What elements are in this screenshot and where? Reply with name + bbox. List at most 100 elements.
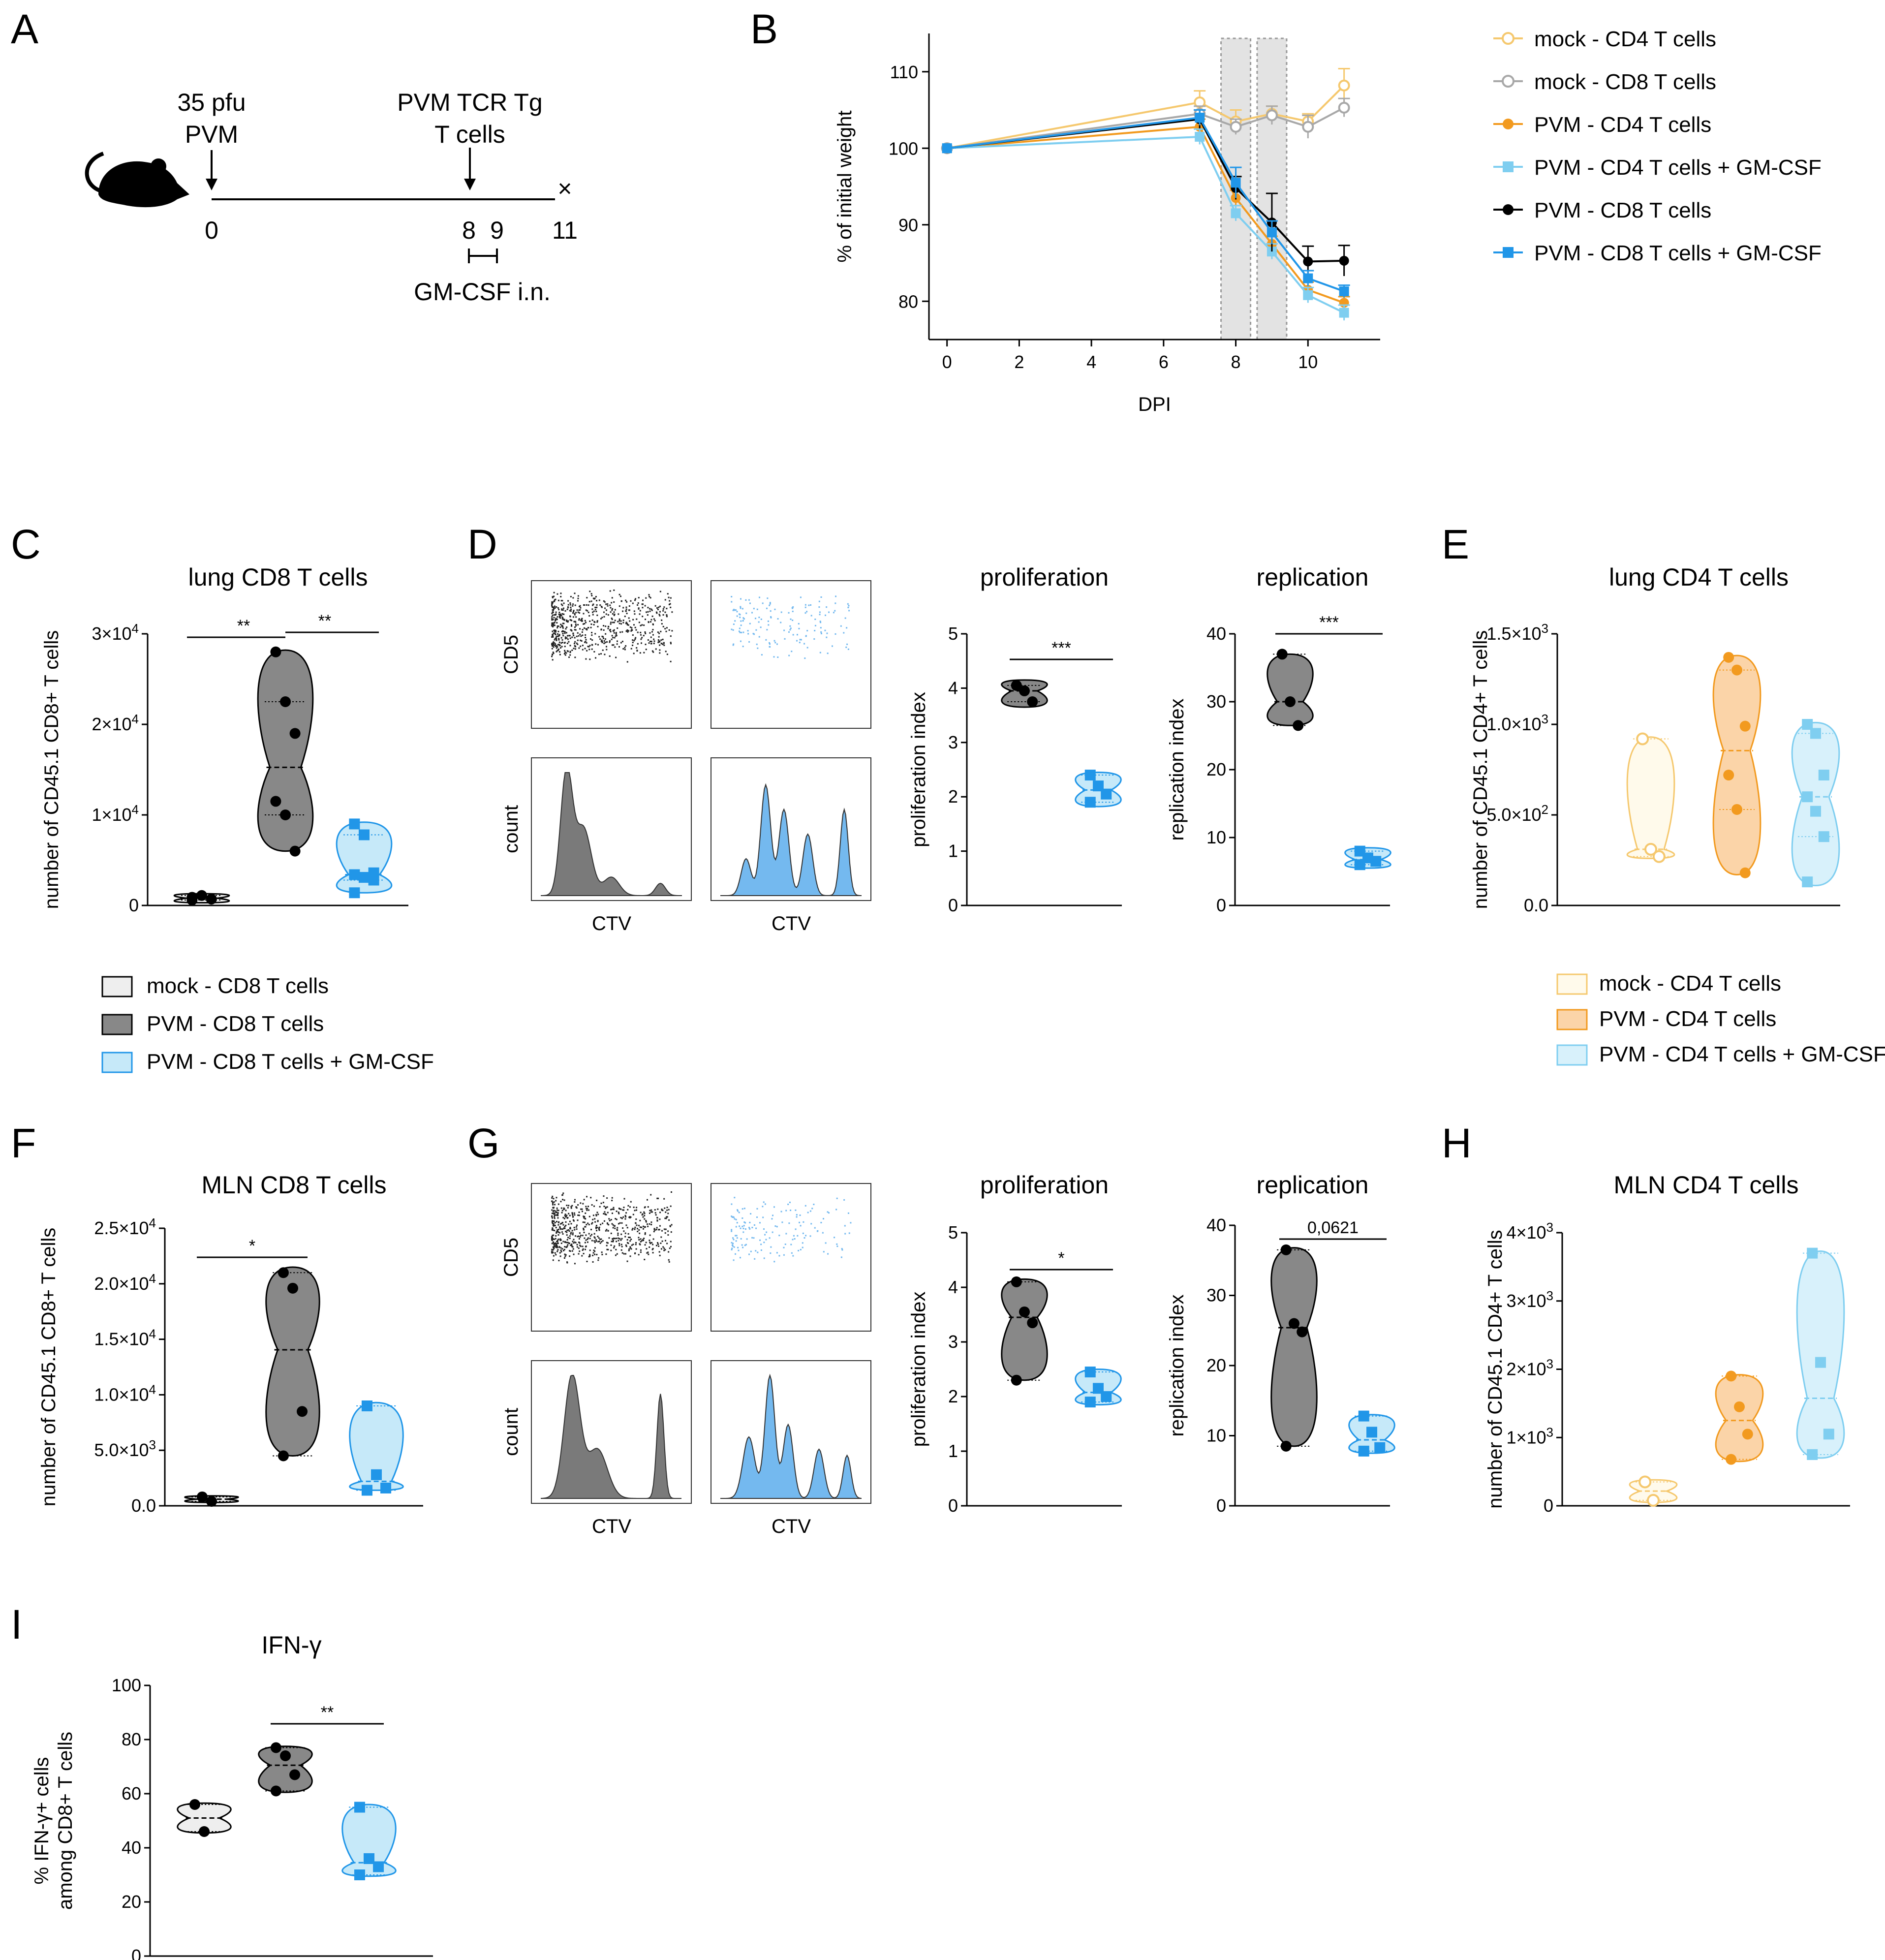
flow-dot bbox=[590, 600, 592, 602]
flow-dot bbox=[827, 1253, 829, 1255]
flow-dot bbox=[809, 1235, 811, 1237]
flow-dot bbox=[566, 1245, 568, 1247]
flow-dot bbox=[740, 624, 742, 626]
flow-dot bbox=[657, 639, 659, 641]
flow-dot bbox=[595, 1226, 597, 1228]
flow-dot bbox=[561, 641, 563, 643]
flow-dot bbox=[592, 611, 594, 613]
flow-dot bbox=[582, 1248, 584, 1250]
significance-label: * bbox=[1058, 1249, 1064, 1268]
flow-histogram bbox=[541, 1375, 681, 1499]
flow-dot bbox=[561, 604, 563, 606]
data-point bbox=[1101, 1391, 1112, 1402]
flow-dot bbox=[637, 631, 639, 633]
flow-dot bbox=[803, 643, 805, 645]
violin-shape bbox=[265, 1266, 320, 1457]
flow-dot bbox=[606, 1242, 608, 1244]
flow-dot bbox=[649, 608, 651, 610]
flow-dot bbox=[603, 1220, 605, 1222]
flow-dot bbox=[744, 1228, 746, 1230]
flow-dot bbox=[579, 633, 581, 635]
flow-dot bbox=[552, 625, 554, 627]
flow-dot bbox=[608, 625, 610, 627]
flow-dot bbox=[582, 1221, 584, 1223]
flow-dot bbox=[640, 1241, 642, 1243]
flow-dot bbox=[616, 1241, 618, 1243]
flow-dot bbox=[665, 630, 667, 632]
y-tick-label: 1×104 bbox=[92, 802, 139, 825]
flow-dot bbox=[610, 631, 612, 633]
data-point bbox=[1739, 720, 1751, 732]
y-tick-label: 0 bbox=[1216, 1495, 1226, 1516]
flow-dot bbox=[573, 648, 575, 650]
flow-dot bbox=[663, 1228, 665, 1230]
flow-dot bbox=[592, 604, 594, 606]
flow-dot bbox=[624, 1214, 626, 1216]
flow-dot bbox=[579, 612, 581, 614]
flow-dot bbox=[553, 629, 555, 631]
flow-dot bbox=[572, 616, 574, 618]
flow-dot bbox=[628, 630, 630, 632]
flow-dot bbox=[556, 1245, 558, 1247]
y-tick-label: 0.0 bbox=[131, 1495, 156, 1516]
flow-dot bbox=[639, 652, 641, 654]
flow-dot bbox=[731, 1247, 733, 1249]
flow-dot bbox=[790, 627, 792, 629]
flow-dot bbox=[643, 1225, 645, 1227]
y-tick-label: 100 bbox=[889, 138, 918, 158]
flow-dot bbox=[632, 1228, 634, 1230]
flow-dot bbox=[554, 631, 556, 633]
flow-dot bbox=[641, 1240, 643, 1242]
data-point bbox=[280, 696, 291, 707]
flow-dot bbox=[742, 1246, 744, 1248]
flow-dot bbox=[785, 1210, 787, 1212]
flow-dot bbox=[584, 627, 586, 629]
flow-dot bbox=[632, 1213, 634, 1215]
flow-dot bbox=[563, 619, 565, 621]
flow-dot bbox=[653, 638, 655, 640]
flow-dot bbox=[655, 1229, 657, 1231]
flow-dot bbox=[739, 1225, 741, 1227]
flow-dot bbox=[578, 1212, 580, 1213]
flow-dot bbox=[571, 630, 573, 632]
flow-dot bbox=[740, 640, 742, 642]
flow-dot bbox=[553, 1243, 555, 1244]
flow-dot bbox=[591, 1223, 593, 1225]
flow-dot bbox=[666, 608, 668, 610]
flow-dot bbox=[552, 606, 554, 608]
flow-dot bbox=[845, 646, 847, 648]
flow-dot bbox=[591, 1240, 593, 1242]
flow-dot bbox=[597, 1213, 599, 1215]
flow-dot bbox=[618, 1213, 620, 1214]
y-tick-label: 1×103 bbox=[1506, 1425, 1553, 1447]
flow-dot bbox=[556, 1243, 558, 1245]
violin-shape bbox=[1791, 721, 1840, 887]
flow-dot bbox=[582, 629, 584, 631]
flow-dot bbox=[554, 605, 556, 607]
flow-dot bbox=[594, 1221, 596, 1223]
flow-dot bbox=[574, 629, 576, 631]
mouse-ear-icon bbox=[151, 158, 166, 174]
y-tick-label: 1 bbox=[948, 841, 958, 861]
data-point bbox=[1802, 719, 1813, 730]
flow-dot bbox=[605, 603, 607, 605]
flow-dot bbox=[651, 609, 653, 611]
flow-dot bbox=[565, 1210, 567, 1212]
legend-swatch bbox=[101, 976, 133, 997]
flow-dot bbox=[565, 632, 567, 634]
flow-dot bbox=[573, 634, 575, 636]
flow-dot bbox=[634, 1226, 636, 1228]
flow-dot bbox=[552, 609, 554, 611]
flow-dot bbox=[650, 1209, 652, 1211]
flow-dot bbox=[564, 610, 566, 612]
flow-dot bbox=[802, 1232, 804, 1234]
flow-dot bbox=[557, 1228, 559, 1230]
violin-shape bbox=[258, 1745, 313, 1793]
flow-dot bbox=[601, 641, 603, 643]
flow-dot bbox=[645, 597, 647, 599]
flow-dot bbox=[580, 645, 582, 647]
data-point bbox=[1739, 867, 1751, 878]
flow-dot bbox=[847, 603, 849, 605]
flow-dot bbox=[640, 1251, 642, 1253]
